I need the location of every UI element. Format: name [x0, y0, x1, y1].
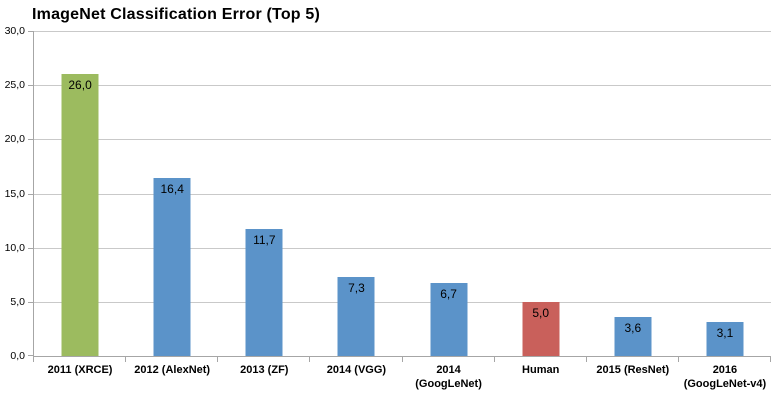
bar-column: 16,4	[126, 31, 218, 356]
bar-value-label: 7,3	[348, 281, 365, 295]
x-axis-label: 2013 (ZF)	[240, 364, 289, 376]
x-axis-label: 2012 (AlexNet)	[134, 364, 211, 376]
x-axis-label: Human	[522, 364, 560, 376]
bar-column: 26,0	[34, 31, 126, 356]
x-axis-label: 2014 (GoogLeNet)	[415, 364, 482, 390]
bar-value-label: 5,0	[532, 306, 550, 320]
y-axis-tick	[28, 193, 33, 195]
y-axis-tick	[28, 247, 33, 249]
bar-value-label: 3,1	[716, 326, 734, 340]
bar-column: 6,7	[403, 31, 495, 356]
bar-value-label: 16,4	[160, 182, 184, 196]
x-axis-label: 2015 (ResNet)	[596, 364, 670, 376]
y-axis-tick-label: 30,0	[4, 25, 25, 37]
bar-4: 7,3	[337, 277, 375, 356]
y-axis-tick	[28, 31, 33, 32]
bar-value-label: 26,0	[68, 78, 92, 92]
bar-8: 3,1	[706, 322, 744, 356]
bar-column: 11,7	[218, 31, 310, 356]
gridline	[34, 139, 771, 141]
plot-wrap: 0,0 5,0 10,0 15,0 20,0 25,0 30,0 26,0 16,4 11,7 7…	[0, 25, 771, 362]
bar-3: 11,7	[245, 229, 283, 356]
x-axis-tick	[677, 357, 679, 362]
bar-value-label: 6,7	[440, 287, 457, 301]
bar-column: 5,0	[495, 31, 587, 356]
y-axis-tick-label: 10,0	[4, 241, 25, 254]
bar-column: 7,3	[310, 31, 402, 356]
plot-area: 26,0 16,4 11,7 7,3 6,7 5,0 3,6 3,1	[33, 31, 771, 362]
y-axis-tick	[28, 139, 33, 141]
gridline	[34, 31, 771, 32]
gridline	[34, 301, 771, 303]
x-axis-label: 2014 (VGG)	[326, 364, 387, 376]
x-axis-label: 2011 (XRCE)	[47, 364, 113, 376]
x-axis-tick	[217, 357, 219, 362]
y-axis: 0,0 5,0 10,0 15,0 20,0 25,0 30,0	[0, 25, 33, 362]
x-axis-tick	[33, 357, 34, 362]
bar-6: 5,0	[522, 302, 560, 356]
y-axis-tick-label: 25,0	[4, 79, 25, 92]
x-axis-tick	[401, 357, 403, 362]
bar-2: 16,4	[153, 178, 191, 356]
gridline	[34, 85, 771, 87]
bar-column: 3,1	[679, 31, 771, 356]
y-axis-tick-label: 15,0	[4, 187, 25, 200]
y-axis-tick	[28, 355, 33, 356]
bar-5: 6,7	[430, 283, 468, 356]
bar-1: 26,0	[61, 74, 99, 356]
y-axis-tick	[28, 301, 33, 303]
bar-column: 3,6	[587, 31, 679, 356]
bar-7: 3,6	[614, 317, 652, 356]
gridline	[34, 193, 771, 195]
x-axis-label: 2016 (GoogLeNet-v4)	[683, 364, 767, 390]
x-axis-tick	[125, 357, 127, 362]
bar-value-label: 11,7	[253, 233, 276, 247]
y-axis-tick-label: 5,0	[10, 295, 25, 308]
x-axis-labels: 2011 (XRCE) 2012 (AlexNet) 2013 (ZF) 2014 (…	[34, 357, 771, 392]
bar-value-label: 3,6	[624, 321, 642, 335]
bar-columns: 26,0 16,4 11,7 7,3 6,7 5,0 3,6 3,1	[34, 31, 771, 356]
chart-title: ImageNet Classification Error (Top 5)	[32, 6, 321, 23]
x-axis-tick	[585, 357, 587, 362]
gridline	[34, 247, 771, 249]
x-axis-tick	[309, 357, 311, 362]
y-axis-tick	[28, 85, 33, 87]
y-axis-tick-label: 20,0	[4, 133, 25, 146]
x-axis-tick	[493, 357, 495, 362]
y-axis-tick-label: 0,0	[10, 350, 25, 362]
